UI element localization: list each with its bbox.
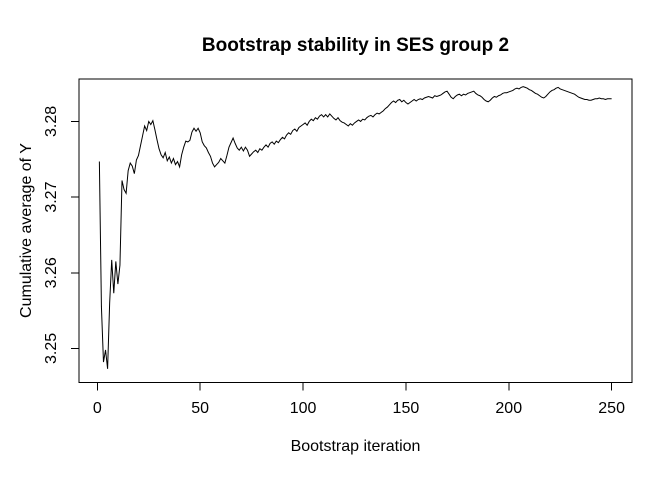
x-axis-tick-label: 50 (191, 400, 209, 417)
x-axis: 0 50 100 150 200 250 (93, 382, 625, 417)
x-axis-tick-label: 200 (495, 400, 522, 417)
series-line (98, 86, 612, 369)
chart-title: Bootstrap stability in SES group 2 (202, 35, 509, 56)
x-axis-tick-label: 250 (598, 400, 625, 417)
y-axis-tick-label: 3.26 (43, 257, 60, 288)
y-axis: 3.25 3.26 3.27 3.28 (43, 106, 79, 364)
y-axis-tick-label: 3.25 (43, 333, 60, 364)
y-axis-tick-label: 3.27 (43, 181, 60, 212)
plot-box (78, 78, 633, 383)
x-axis-tick-label: 100 (290, 400, 317, 417)
x-axis-tick-label: 150 (393, 400, 420, 417)
y-axis-tick-label: 3.28 (43, 106, 60, 137)
x-axis-label: Bootstrap iteration (291, 438, 421, 455)
y-axis-label: Cumulative average of Y (18, 143, 35, 318)
x-axis-tick-label: 0 (93, 400, 102, 417)
